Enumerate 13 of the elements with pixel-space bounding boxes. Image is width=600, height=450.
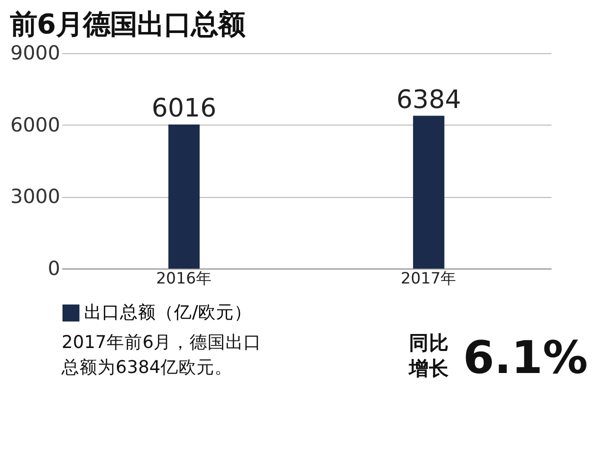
chart-title: 前6月德国出口总额 [8,10,246,41]
legend-label: 出口总额（亿/欧元） [84,302,252,323]
text: 同比增长 [408,332,450,380]
x-tick-label: 2017年 [400,268,457,288]
text: 2017年前6月，德国出口总额为6384亿欧元。 [60,332,262,378]
y-tick-label: 6000 [10,113,60,136]
text: 6.1% [462,331,588,384]
y-tick-label: 0 [48,256,60,280]
data-label: 6384 [396,84,462,114]
data-label: 6016 [152,92,216,123]
y-tick-label: 9000 [10,42,60,65]
y-tick-label: 3000 [10,185,60,208]
x-tick-label: 2016年 [156,268,212,288]
